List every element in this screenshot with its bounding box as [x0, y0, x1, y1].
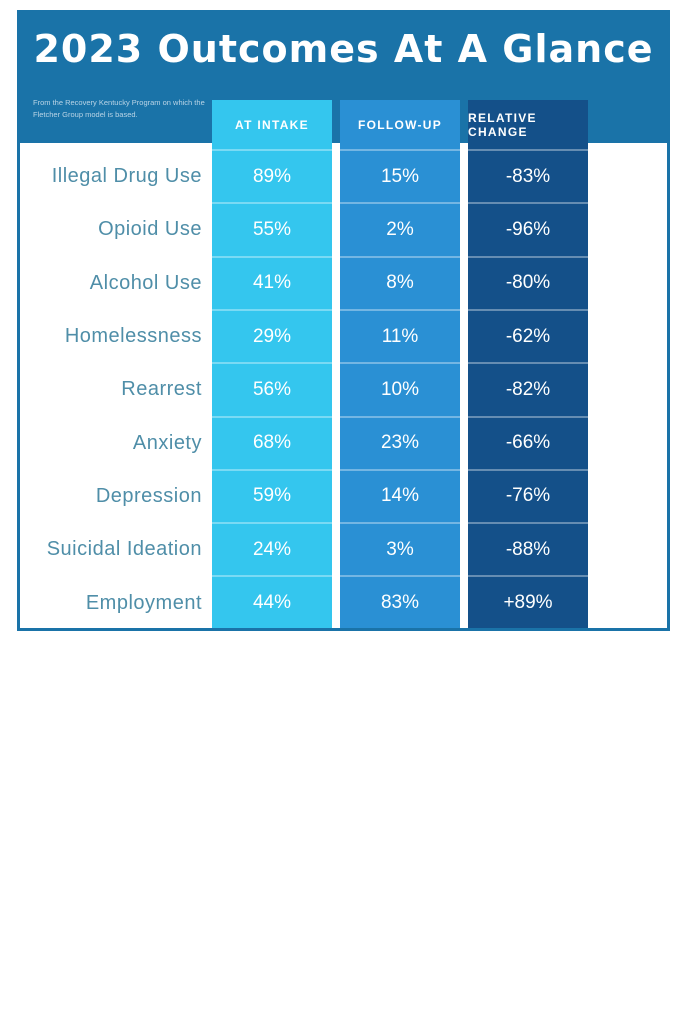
row-divider: [340, 255, 460, 258]
row-label: Employment: [85, 591, 202, 614]
row-divider: [212, 575, 332, 578]
value-cell-followup: 10%: [380, 378, 420, 400]
value-cell-change: -88%: [505, 538, 551, 560]
column-header-intake: AT INTAKE: [235, 118, 309, 132]
value-cell-followup: 8%: [386, 272, 414, 294]
row-label: Depression: [95, 484, 202, 507]
row-divider: [340, 522, 460, 525]
row-divider: [212, 149, 332, 151]
row-divider: [212, 255, 332, 258]
value-cell-intake: 56%: [252, 378, 292, 400]
row-label: Alcohol Use: [89, 271, 202, 294]
row-divider: [468, 255, 588, 258]
row-divider: [340, 202, 460, 205]
value-cell-change: -66%: [505, 432, 551, 454]
row-divider: [468, 522, 588, 525]
row-divider: [212, 202, 332, 205]
row-divider: [340, 308, 460, 311]
value-cell-intake: 44%: [252, 592, 292, 614]
outcomes-card: 2023 Outcomes At A Glance From the Recov…: [17, 10, 670, 631]
column-intake: AT INTAKE 89% 55% 41% 29% 56% 68% 59% 24% 44%: [212, 100, 332, 628]
row-divider: [340, 468, 460, 471]
row-divider: [340, 362, 460, 365]
row-divider: [212, 522, 332, 525]
row-divider: [468, 308, 588, 311]
column-header-followup: FOLLOW-UP: [357, 118, 443, 132]
value-cell-intake: 24%: [252, 538, 292, 560]
row-divider: [468, 202, 588, 205]
chart-subtitle: From the Recovery Kentucky Program on wh…: [33, 98, 205, 119]
column-header-change: RELATIVE CHANGE: [468, 111, 537, 139]
row-label: Opioid Use: [98, 218, 202, 241]
row-divider: [340, 575, 460, 578]
column-followup: FOLLOW-UP 15% 2% 8% 11% 10% 23% 14% 3% 83%: [340, 100, 460, 628]
value-cell-intake: 59%: [252, 485, 292, 507]
row-divider: [340, 149, 460, 151]
value-cell-followup: 3%: [386, 538, 414, 560]
value-cell-followup: 2%: [386, 218, 414, 240]
value-cell-followup: 83%: [380, 592, 420, 614]
value-cell-change: -82%: [505, 378, 551, 400]
value-cell-change: -62%: [505, 325, 551, 347]
row-label: Illegal Drug Use: [51, 165, 202, 188]
row-divider: [212, 308, 332, 311]
value-cell-followup: 23%: [380, 432, 420, 454]
row-divider: [468, 149, 588, 151]
row-label: Rearrest: [121, 378, 202, 401]
value-cell-followup: 15%: [380, 165, 420, 187]
value-cell-change: +89%: [503, 592, 553, 614]
row-divider: [212, 415, 332, 418]
value-cell-intake: 29%: [252, 325, 292, 347]
row-divider: [468, 468, 588, 471]
value-cell-change: -80%: [505, 272, 551, 294]
row-divider: [468, 362, 588, 365]
row-divider: [468, 575, 588, 578]
value-cell-followup: 14%: [380, 485, 420, 507]
value-cell-intake: 89%: [252, 165, 292, 187]
value-cell-intake: 41%: [252, 272, 292, 294]
value-cell-followup: 11%: [381, 325, 419, 347]
value-cell-intake: 55%: [252, 218, 292, 240]
chart-title: 2023 Outcomes At A Glance: [33, 27, 654, 71]
row-divider: [212, 468, 332, 471]
row-label: Anxiety: [132, 431, 202, 454]
column-change: RELATIVE CHANGE -83% -96% -80% -62% -82% -66% -…: [468, 100, 588, 628]
value-cell-change: -96%: [505, 218, 551, 240]
value-cell-change: -76%: [505, 485, 551, 507]
row-divider: [212, 362, 332, 365]
row-label: Homelessness: [64, 325, 202, 348]
row-label: Suicidal Ideation: [46, 538, 202, 561]
value-cell-intake: 68%: [252, 432, 292, 454]
row-divider: [468, 415, 588, 418]
row-divider: [340, 415, 460, 418]
value-cell-change: -83%: [505, 165, 551, 187]
